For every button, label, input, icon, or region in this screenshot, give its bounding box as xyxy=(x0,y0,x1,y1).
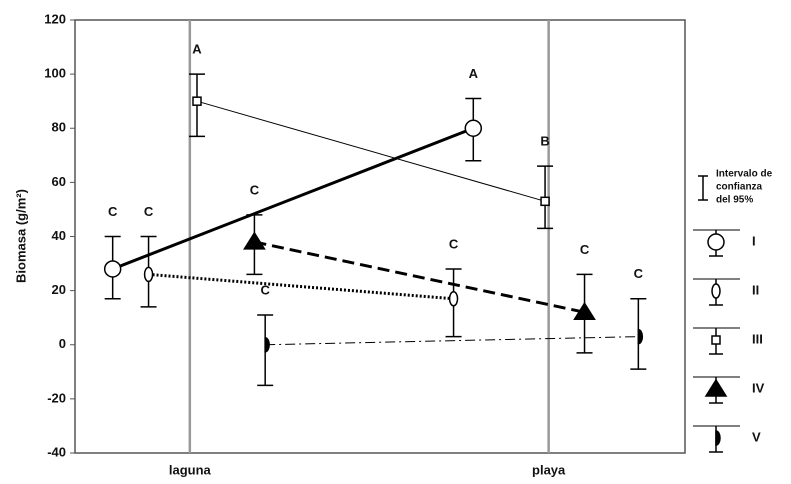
significance-letter: C xyxy=(108,204,118,219)
y-tick-label: 40 xyxy=(52,228,66,243)
y-tick-label: -20 xyxy=(47,390,66,405)
legend-title: Intervalo de xyxy=(716,169,773,180)
series-line xyxy=(112,126,474,271)
plot-frame xyxy=(74,19,686,454)
significance-letter: A xyxy=(192,42,202,57)
significance-letter: C xyxy=(580,242,590,257)
marker xyxy=(573,301,596,321)
marker xyxy=(464,119,483,137)
series-line xyxy=(254,240,585,314)
significance-letter: C xyxy=(260,282,270,297)
marker xyxy=(243,231,266,250)
marker xyxy=(711,283,721,299)
marker xyxy=(264,336,270,353)
marker xyxy=(711,335,721,345)
marker xyxy=(715,430,721,446)
legend-label: I xyxy=(752,233,756,248)
significance-letter: C xyxy=(634,266,644,281)
marker xyxy=(448,290,459,307)
series-line xyxy=(265,336,639,346)
marker xyxy=(540,196,550,207)
y-tick-label: 100 xyxy=(44,66,66,81)
marker xyxy=(103,260,122,278)
legend-label: IV xyxy=(752,380,765,395)
series-line xyxy=(196,100,546,202)
y-tick-label: 60 xyxy=(52,174,66,189)
significance-letter: C xyxy=(250,182,260,197)
significance-letter: C xyxy=(449,236,459,251)
significance-letter: B xyxy=(540,134,549,149)
marker xyxy=(637,328,644,345)
x-tick-label: playa xyxy=(532,462,566,477)
x-tick-label: laguna xyxy=(169,462,212,477)
y-axis-label: Biomasa (g/m²) xyxy=(13,189,28,283)
series-line xyxy=(148,272,454,301)
legend-label: II xyxy=(752,282,759,297)
marker xyxy=(192,96,202,106)
significance-letter: A xyxy=(469,66,479,81)
y-tick-label: -40 xyxy=(47,444,66,459)
marker xyxy=(143,266,154,283)
marker xyxy=(704,378,728,397)
legend-label: III xyxy=(752,331,763,346)
y-tick-label: 120 xyxy=(44,11,66,26)
y-tick-label: 80 xyxy=(52,120,66,135)
marker xyxy=(707,233,725,251)
legend-label: V xyxy=(752,429,761,444)
significance-letter: C xyxy=(144,204,154,219)
legend-title: del 95% xyxy=(716,195,753,206)
legend-title: confianza xyxy=(716,182,763,193)
y-tick-label: 0 xyxy=(59,336,66,351)
y-tick-label: 20 xyxy=(52,282,66,297)
